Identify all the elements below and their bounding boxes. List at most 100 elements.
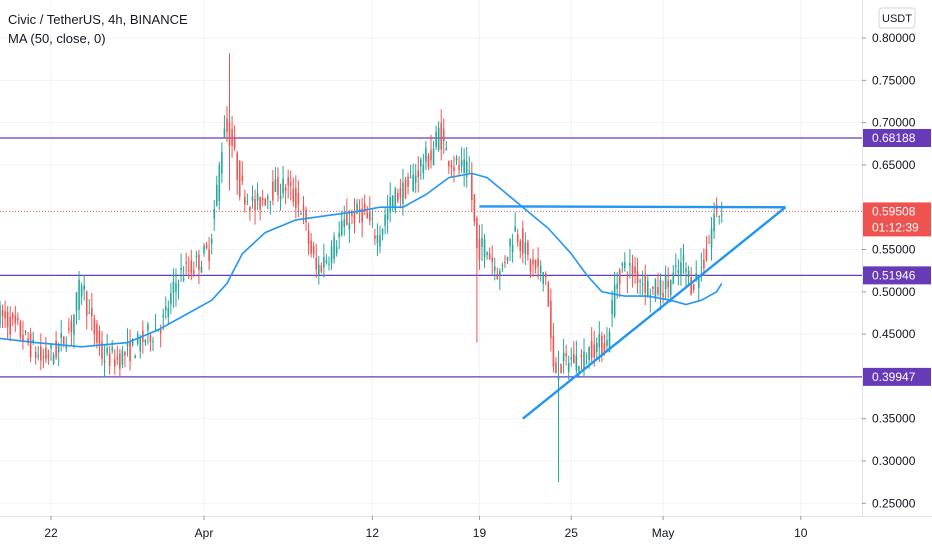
currency-button[interactable]	[878, 7, 916, 29]
candle-down	[626, 277, 629, 279]
candle-down	[458, 165, 460, 171]
candle-up	[65, 345, 68, 349]
candle-down	[547, 282, 550, 307]
candle-up	[50, 344, 52, 349]
level-price-label: 0.39947	[872, 370, 916, 384]
candle-down	[233, 138, 236, 149]
candle-up	[567, 362, 570, 372]
candle-up	[624, 262, 626, 268]
candle-up	[422, 164, 425, 174]
candle-down	[272, 181, 274, 201]
level-price-badge	[863, 367, 931, 386]
level-price-label: 0.68188	[872, 131, 916, 145]
candle-up	[371, 218, 374, 220]
candle-down	[618, 269, 621, 285]
candle-up	[333, 236, 335, 260]
candle-down	[205, 244, 208, 248]
candle-down	[19, 321, 22, 338]
candle-down	[226, 118, 228, 132]
candle-down	[555, 362, 557, 374]
candle-down	[430, 149, 432, 161]
time-axis-background	[0, 516, 932, 550]
candle-down	[636, 271, 639, 283]
candle-up	[677, 269, 680, 273]
candle-up	[710, 228, 713, 248]
candle-up	[60, 333, 62, 338]
candle-down	[491, 257, 493, 263]
candle-up	[611, 300, 613, 315]
candle-down	[450, 165, 453, 168]
candle-up	[134, 355, 136, 359]
candle-down	[346, 213, 348, 225]
candle-down	[305, 209, 307, 223]
candle-up	[697, 277, 700, 289]
candlesticks	[0, 53, 723, 483]
candle-up	[103, 360, 106, 363]
candle-down	[22, 334, 24, 342]
price-tick-label: 0.50000	[872, 285, 916, 299]
candle-down	[478, 239, 481, 260]
time-tick-label: 10	[794, 526, 808, 540]
trendline[interactable]	[479, 205, 786, 209]
current-price-badge	[863, 202, 931, 237]
candle-down	[550, 300, 552, 339]
candle-up	[80, 285, 83, 297]
candle-up	[720, 214, 723, 216]
candle-down	[68, 328, 70, 331]
candle-up	[88, 312, 91, 314]
candle-up	[621, 263, 624, 266]
candle-down	[590, 340, 593, 359]
candle-up	[629, 263, 631, 266]
candle-down	[532, 259, 534, 265]
candle-down	[708, 242, 710, 244]
candle-up	[514, 226, 516, 232]
candle-up	[330, 246, 333, 263]
candle-down	[9, 316, 11, 335]
candle-down	[55, 340, 57, 358]
candle-down	[310, 240, 312, 254]
candle-up	[654, 279, 657, 299]
candle-down	[14, 315, 17, 324]
candle-up	[279, 195, 282, 200]
candle-up	[282, 178, 284, 194]
candle-up	[338, 232, 340, 238]
candle-down	[45, 347, 47, 360]
candle-down	[27, 338, 29, 343]
candle-up	[32, 339, 34, 343]
candle-up	[170, 292, 172, 305]
candle-countdown-label: 01:12:39	[872, 220, 919, 234]
candle-up	[685, 268, 687, 272]
candle-down	[185, 262, 187, 264]
candle-up	[585, 362, 588, 364]
candle-down	[208, 249, 210, 262]
candle-down	[190, 260, 193, 274]
candle-up	[147, 324, 149, 331]
candle-down	[692, 284, 695, 291]
candle-up	[598, 333, 601, 348]
candle-down	[129, 341, 131, 362]
candle-down	[315, 258, 318, 270]
candle-up	[131, 338, 134, 345]
candle-up	[157, 330, 159, 332]
candle-down	[277, 177, 279, 196]
candle-down	[631, 265, 634, 277]
currency-button-label[interactable]: USDT	[882, 13, 912, 25]
candle-down	[198, 254, 200, 270]
candle-up	[379, 235, 381, 247]
candle-down	[91, 308, 93, 317]
candle-down	[284, 187, 287, 191]
candle-up	[616, 283, 618, 289]
candle-up	[139, 338, 142, 352]
price-tick-label: 0.70000	[872, 116, 916, 130]
candle-up	[682, 254, 685, 261]
candle-up	[539, 265, 542, 274]
candle-down	[565, 353, 567, 357]
candle-up	[223, 128, 226, 138]
candle-up	[246, 200, 249, 202]
candle-down	[601, 335, 603, 355]
trendline[interactable]	[522, 206, 787, 420]
candle-down	[101, 342, 103, 360]
candle-up	[126, 342, 129, 347]
